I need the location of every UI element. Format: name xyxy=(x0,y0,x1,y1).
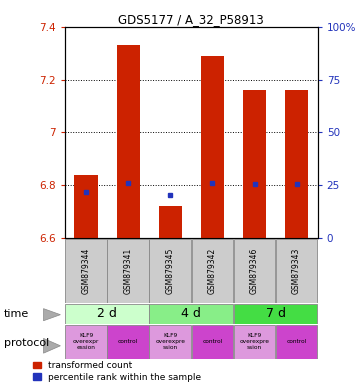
Text: GSM879341: GSM879341 xyxy=(124,248,132,294)
Text: 2 d: 2 d xyxy=(97,308,117,320)
Bar xyxy=(192,325,233,359)
Bar xyxy=(234,239,275,303)
Bar xyxy=(107,325,149,359)
Text: 7 d: 7 d xyxy=(266,308,286,320)
Bar xyxy=(149,239,191,303)
Text: GSM879342: GSM879342 xyxy=(208,248,217,294)
Bar xyxy=(65,304,149,324)
Polygon shape xyxy=(44,309,60,321)
Bar xyxy=(285,90,308,238)
Bar xyxy=(234,304,317,324)
Bar xyxy=(117,45,140,238)
Polygon shape xyxy=(44,338,60,353)
Text: GSM879346: GSM879346 xyxy=(250,248,259,294)
Text: time: time xyxy=(4,309,29,319)
Bar xyxy=(201,56,224,238)
Bar xyxy=(107,239,149,303)
Text: control: control xyxy=(202,339,222,344)
Bar xyxy=(149,304,233,324)
Text: 4 d: 4 d xyxy=(181,308,201,320)
Text: KLF9
overexpr
ession: KLF9 overexpr ession xyxy=(73,333,99,350)
Bar xyxy=(234,325,275,359)
Bar xyxy=(276,325,317,359)
Text: control: control xyxy=(287,339,307,344)
Text: GSM879344: GSM879344 xyxy=(82,248,91,294)
Text: GSM879343: GSM879343 xyxy=(292,248,301,294)
Bar xyxy=(159,206,182,238)
Bar xyxy=(65,239,107,303)
Text: protocol: protocol xyxy=(4,338,49,348)
Text: KLF9
overexpre
ssion: KLF9 overexpre ssion xyxy=(239,333,270,350)
Bar xyxy=(192,239,233,303)
Text: GSM879345: GSM879345 xyxy=(166,248,175,294)
Bar xyxy=(65,325,107,359)
Legend: transformed count, percentile rank within the sample: transformed count, percentile rank withi… xyxy=(34,361,201,382)
Bar xyxy=(149,325,191,359)
Bar xyxy=(276,239,317,303)
Text: control: control xyxy=(118,339,138,344)
Bar xyxy=(74,175,97,238)
Text: KLF9
overexpre
ssion: KLF9 overexpre ssion xyxy=(155,333,185,350)
Bar xyxy=(243,90,266,238)
Title: GDS5177 / A_32_P58913: GDS5177 / A_32_P58913 xyxy=(118,13,264,26)
